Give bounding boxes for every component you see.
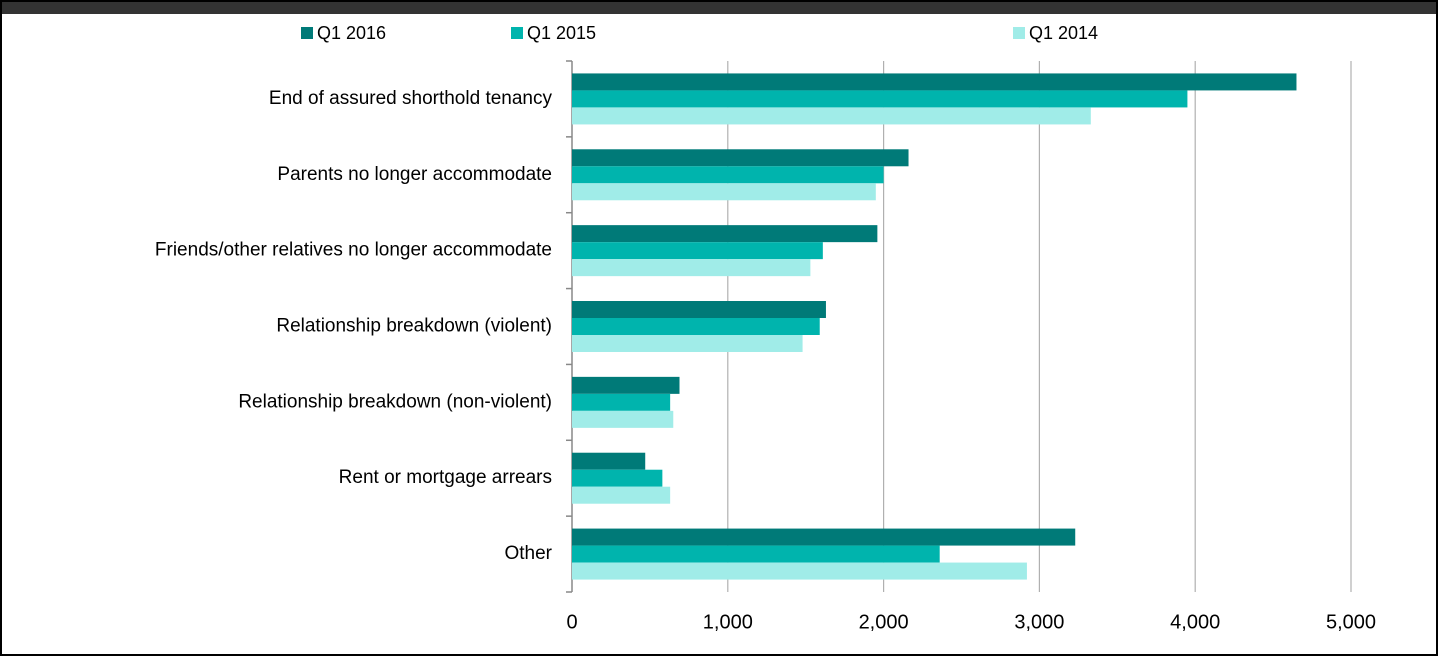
title-bar <box>0 0 1438 14</box>
legend-swatch <box>1013 27 1025 39</box>
y-tick-label: Other <box>504 543 552 564</box>
bar <box>572 225 878 243</box>
bar <box>572 90 1188 108</box>
x-tick-label: 1,000 <box>703 611 753 633</box>
x-tick-label: 4,000 <box>1170 611 1220 633</box>
bar <box>572 318 820 335</box>
legend-swatch <box>301 27 313 39</box>
x-tick-label: 2,000 <box>859 611 909 633</box>
bar <box>572 528 1076 546</box>
bar <box>572 242 823 260</box>
bar <box>572 107 1091 125</box>
y-tick-label: Relationship breakdown (violent) <box>276 316 552 337</box>
bar <box>572 73 1297 91</box>
y-tick-label: Relationship breakdown (non-violent) <box>238 391 552 412</box>
bar <box>572 376 680 394</box>
bar <box>572 393 671 411</box>
y-tick-label: Friends/other relatives no longer accomm… <box>155 240 552 261</box>
bar <box>572 469 663 487</box>
bar <box>572 259 811 277</box>
bar <box>572 486 671 504</box>
legend-label: Q1 2016 <box>317 23 386 43</box>
bar <box>572 149 909 167</box>
legend-swatch <box>511 27 523 39</box>
bar <box>572 410 674 428</box>
x-tick-label: 5,000 <box>1326 611 1376 633</box>
y-tick-label: Rent or mortgage arrears <box>339 467 552 488</box>
bar <box>572 335 803 352</box>
legend-label: Q1 2015 <box>527 23 596 43</box>
x-tick-label: 3,000 <box>1014 611 1064 633</box>
x-tick-label: 0 <box>566 611 577 633</box>
bar <box>572 452 646 470</box>
y-tick-label: End of assured shorthold tenancy <box>269 88 553 109</box>
bar <box>572 545 940 563</box>
legend-label: Q1 2014 <box>1029 23 1098 43</box>
bar <box>572 183 876 201</box>
bar <box>572 301 826 318</box>
bar <box>572 166 884 184</box>
bar <box>572 562 1027 580</box>
y-tick-label: Parents no longer accommodate <box>277 164 552 185</box>
